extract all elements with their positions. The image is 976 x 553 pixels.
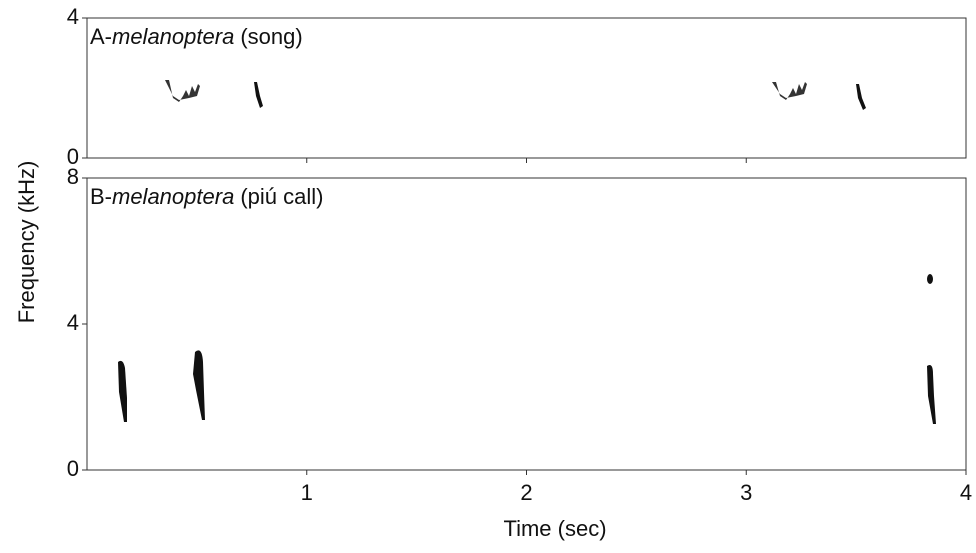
x-tick-label: 4 <box>960 480 972 505</box>
plot-frame <box>87 178 966 470</box>
figure: Frequency (kHz) Time (sec) 0 4 A-melanopte… <box>0 0 976 548</box>
title-prefix: B- <box>90 184 112 209</box>
y-tick-label: 4 <box>67 310 79 335</box>
x-tick-label: 2 <box>520 480 532 505</box>
y-axis-label: Frequency (kHz) <box>14 161 39 324</box>
title-species: melanoptera <box>112 184 234 209</box>
y-tick-label: 8 <box>67 164 79 189</box>
title-suffix: (song) <box>240 24 302 49</box>
title-suffix: (piú call) <box>240 184 323 209</box>
y-tick-label: 4 <box>67 4 79 29</box>
panel-title: A-melanoptera(song) <box>90 24 303 49</box>
x-axis-label: Time (sec) <box>503 516 606 541</box>
title-prefix: A- <box>90 24 112 49</box>
x-tick-label: 3 <box>740 480 752 505</box>
song-syllables <box>165 80 866 110</box>
title-species: melanoptera <box>112 24 234 49</box>
y-tick-label: 0 <box>67 456 79 481</box>
call-syllables <box>118 274 936 424</box>
panel-title: B-melanoptera(piú call) <box>90 184 323 209</box>
x-tick-label: 1 <box>301 480 313 505</box>
